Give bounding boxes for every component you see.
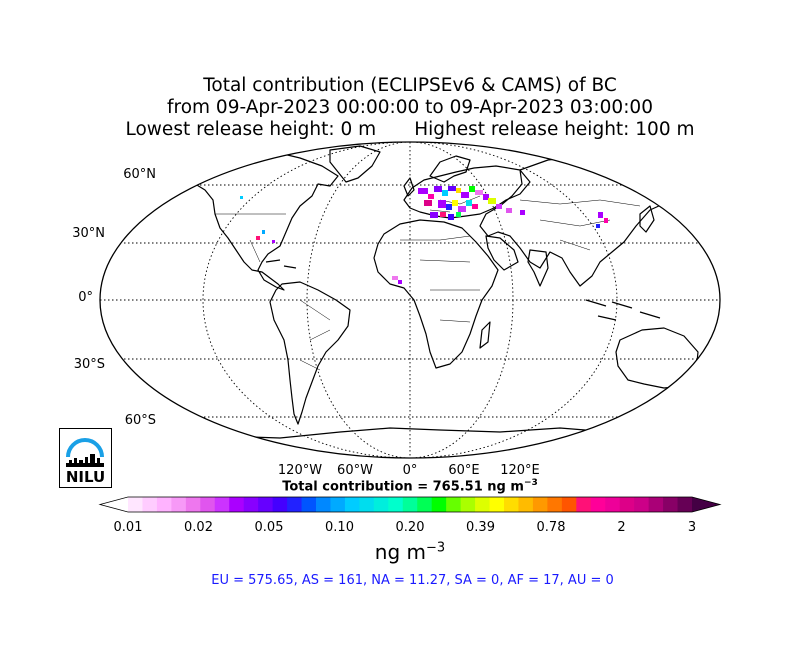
colorbar-swatch: [417, 497, 433, 512]
colorbar-swatch: [475, 497, 491, 512]
colorbar-swatch: [344, 497, 360, 512]
colorbar-swatch: [576, 497, 592, 512]
colorbar-swatch: [605, 497, 621, 512]
colorbar-swatch: [171, 497, 187, 512]
colorbar-tick-label: 0.02: [184, 520, 213, 535]
colorbar-swatch: [489, 497, 505, 512]
caribbean-islands: [265, 259, 297, 269]
colorbar-max-extension: [692, 497, 720, 512]
madagascar-coast: [479, 321, 491, 349]
colorbar-swatch: [272, 497, 288, 512]
greenland-coast: [329, 145, 381, 183]
nilu-logo-icon: [66, 438, 104, 467]
colorbar-swatch: [518, 497, 534, 512]
total-contribution: Total contribution = 765.51 ng m−3: [0, 478, 800, 494]
colorbar-tick-label: 0.05: [254, 520, 284, 535]
colorbar-swatch: [388, 497, 404, 512]
colorbar-swatch: [185, 497, 201, 512]
colorbar-swatch: [142, 497, 158, 512]
scandinavia-coast: [429, 155, 471, 183]
colorbar-swatch: [287, 497, 303, 512]
colorbar-tick-label: 0.39: [466, 520, 495, 535]
colorbar-swatch: [663, 497, 679, 512]
colorbar-tick-label: 2: [617, 520, 626, 535]
colorbar-swatch: [446, 497, 462, 512]
colorbar-unit-exponent: −3: [426, 540, 446, 556]
colorbar-tick-label: 0.10: [325, 520, 354, 535]
nilu-logo-text: NILU: [65, 468, 106, 486]
colorbar-swatch: [431, 497, 447, 512]
colorbar-swatch: [634, 497, 650, 512]
lat-label-0: 0°: [78, 290, 93, 305]
colorbar-swatch: [359, 497, 375, 512]
nilu-logo: NILU: [59, 428, 112, 488]
colorbar-swatch: [619, 497, 635, 512]
colorbar-swatch: [504, 497, 520, 512]
colorbar-swatch: [156, 497, 172, 512]
lat-label-30n: 30°N: [72, 226, 105, 241]
colorbar-tick-label: 0.78: [536, 520, 566, 535]
lat-label-30s: 30°S: [73, 357, 105, 372]
lowest-release-height: Lowest release height: 0 m: [125, 119, 377, 140]
lat-label-60n: 60°N: [123, 167, 156, 182]
indonesia-islands: [585, 299, 661, 321]
map-title-line-2: from 09-Apr-2023 00:00:00 to 09-Apr-2023…: [167, 97, 653, 118]
colorbar-swatch: [590, 497, 606, 512]
colorbar-swatch: [316, 497, 332, 512]
colorbar-swatch: [330, 497, 346, 512]
colorbar: [98, 496, 722, 513]
colorbar-swatch: [373, 497, 389, 512]
colorbar-swatch: [301, 497, 317, 512]
south-america-coast: [269, 281, 351, 425]
map-title-line-1: Total contribution (ECLIPSEv6 & CAMS) of…: [203, 75, 617, 96]
colorbar-unit-base: ng m: [374, 540, 427, 564]
india-coast: [527, 249, 549, 287]
colorbar-tick-label: 0.20: [395, 520, 425, 535]
lon-label-60w: 60°W: [337, 463, 373, 478]
colorbar-swatch: [214, 497, 230, 512]
africa-coast: [373, 219, 499, 369]
plume-pixels: [240, 186, 608, 284]
lon-label-120w: 120°W: [277, 463, 323, 478]
colorbar-swatch: [648, 497, 664, 512]
colorbar-swatch: [258, 497, 274, 512]
colorbar-swatch: [200, 497, 216, 512]
arabia-coast: [485, 235, 519, 271]
total-contribution-exponent: −3: [523, 478, 538, 488]
total-contribution-text: Total contribution = 765.51 ng m: [282, 479, 524, 495]
country-borders: [215, 195, 641, 371]
britain-coast: [403, 177, 415, 197]
colorbar-swatch: [229, 497, 245, 512]
colorbar-tick-label: 0.01: [113, 520, 143, 535]
colorbar-swatch: [402, 497, 418, 512]
new-zealand-coast: [707, 379, 719, 403]
highest-release-height: Highest release height: 100 m: [414, 119, 695, 140]
lon-label-0: 0°: [402, 463, 418, 478]
regional-totals: EU = 575.65, AS = 161, NA = 11.27, SA = …: [211, 573, 614, 588]
colorbar-tick-label: 3: [687, 520, 697, 535]
lon-label-120e: 120°E: [500, 463, 540, 478]
colorbar-swatch: [128, 497, 144, 512]
japan-coast: [639, 205, 655, 233]
colorbar-swatch: [561, 497, 577, 512]
colorbar-swatch: [243, 497, 259, 512]
colorbar-outline: [98, 496, 722, 513]
lat-label-60s: 60°S: [124, 413, 156, 428]
colorbar-unit: ng m−3: [0, 540, 800, 564]
colorbar-min-extension: [100, 497, 128, 512]
colorbar-swatch: [677, 497, 693, 512]
map-title-line-3: Lowest release height: 0 m Highest releas…: [0, 119, 800, 141]
lon-label-60e: 60°E: [448, 463, 480, 478]
colorbar-swatch: [547, 497, 563, 512]
colorbar-swatch: [460, 497, 476, 512]
colorbar-swatch: [532, 497, 548, 512]
